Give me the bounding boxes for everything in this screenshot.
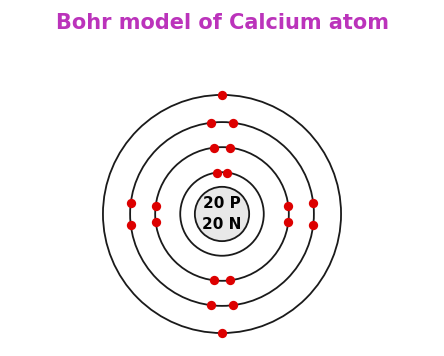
Point	[285, 203, 292, 209]
Point	[230, 302, 237, 308]
Point	[285, 219, 292, 225]
Point	[210, 277, 218, 283]
Text: Bohr model of Calcium atom: Bohr model of Calcium atom	[56, 13, 388, 33]
Text: 20 P
20 N: 20 P 20 N	[202, 196, 242, 232]
Point	[207, 302, 214, 308]
Point	[230, 120, 237, 126]
Point	[226, 145, 234, 151]
Circle shape	[195, 187, 249, 241]
Point	[127, 222, 135, 228]
Point	[223, 170, 230, 176]
Point	[210, 145, 218, 151]
Point	[152, 203, 159, 209]
Point	[218, 92, 226, 98]
Point	[309, 200, 317, 206]
Point	[309, 222, 317, 228]
Point	[214, 170, 221, 176]
Point	[218, 330, 226, 336]
Point	[152, 219, 159, 225]
Point	[207, 120, 214, 126]
Point	[127, 200, 135, 206]
Point	[226, 277, 234, 283]
